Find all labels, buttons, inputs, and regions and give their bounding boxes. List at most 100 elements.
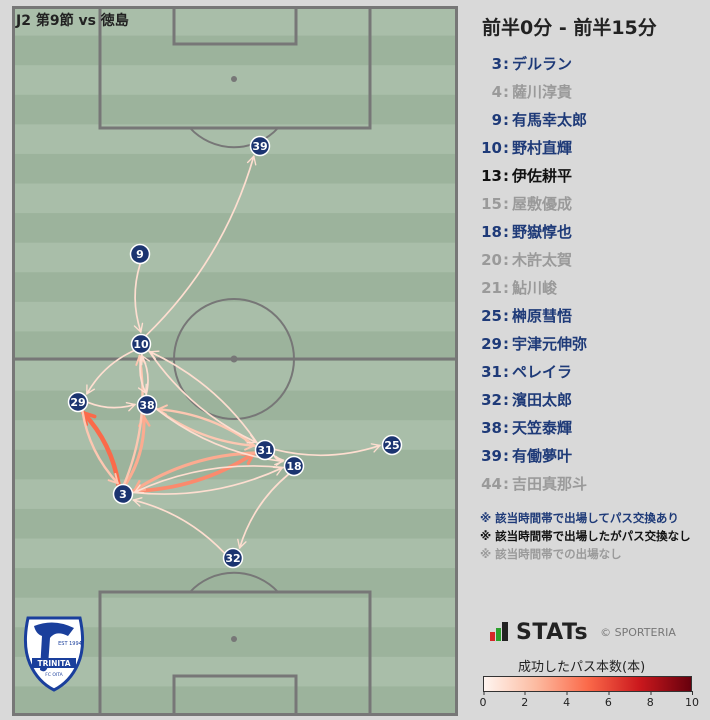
player-node[interactable]: 3	[112, 483, 134, 505]
pass-arrowhead	[370, 443, 381, 453]
pass-arrow	[132, 499, 226, 554]
bottom-goal-box	[172, 674, 298, 716]
player-name: 木許太賀	[512, 251, 573, 269]
pass-arrow	[122, 354, 144, 486]
roster-row: 32: 濱田太郎	[470, 386, 710, 414]
player-number: 21	[481, 279, 502, 297]
pass-arrow	[132, 467, 284, 495]
roster-row: 9: 有馬幸太郎	[470, 106, 710, 134]
player-number: 9	[491, 111, 502, 129]
pitch-stripe	[12, 301, 458, 332]
pass-arrowhead	[132, 497, 143, 507]
legend-tick-label: 10	[685, 696, 699, 709]
pass-arrow	[274, 444, 381, 457]
pass-arrow	[124, 415, 146, 486]
pitch-stripe	[12, 686, 458, 716]
bottom-penalty-box	[98, 590, 372, 716]
pitch-map: 39 9 10 29 38 31 25 18 3 32 EST 1994 TRINITA FC OITA	[12, 6, 458, 716]
copyright: © SPORTERIA	[600, 625, 676, 639]
player-node-label: 38	[139, 399, 154, 412]
pitch-stripe	[12, 627, 458, 658]
player-number: 31	[481, 363, 502, 381]
roster-row: 21: 鮎川峻	[470, 274, 710, 302]
note-none: ※ 該当時間帯での出場なし	[480, 547, 622, 561]
bottom-penalty-spot	[231, 636, 237, 642]
player-node[interactable]: 31	[254, 439, 276, 461]
center-circle	[173, 298, 295, 420]
roster-row: 13: 伊佐耕平	[470, 162, 710, 190]
separator: :	[503, 55, 509, 73]
legend-color-bar	[483, 676, 692, 692]
pass-arrow	[132, 451, 257, 492]
pass-arrow	[87, 401, 136, 409]
player-name: 天笠泰輝	[512, 419, 573, 437]
player-name: ペレイラ	[512, 363, 573, 381]
separator: :	[503, 391, 509, 409]
player-number: 32	[481, 391, 502, 409]
player-node-label: 9	[136, 248, 144, 261]
player-node-label: 29	[70, 396, 85, 409]
top-penalty-box	[98, 6, 372, 130]
pass-arrow	[139, 353, 147, 394]
player-number: 10	[481, 139, 502, 157]
pitch-stripe	[12, 272, 458, 303]
player-node[interactable]: 39	[249, 135, 271, 157]
pass-arrow	[145, 155, 255, 337]
legend-tick: 2	[521, 691, 528, 709]
pitch-stripe	[12, 361, 458, 392]
player-node-circle	[130, 333, 152, 355]
crest-est-text: EST 1994	[58, 641, 82, 647]
pass-arrow	[85, 349, 135, 395]
player-node[interactable]: 29	[67, 391, 89, 413]
player-number: 20	[481, 251, 502, 269]
note-played: ※ 該当時間帯で出場してパス交換あり	[480, 511, 679, 525]
legend-tick-label: 0	[479, 696, 487, 709]
stats-logo-icon	[490, 622, 508, 641]
player-number: 29	[481, 335, 502, 353]
legend-tick-label: 6	[604, 696, 612, 709]
player-name: 鮎川峻	[512, 279, 558, 297]
player-node[interactable]: 25	[381, 434, 403, 456]
player-number: 25	[481, 307, 502, 325]
separator: :	[503, 279, 509, 297]
crest-sub-text: FC OITA	[45, 672, 63, 678]
player-node[interactable]: 32	[222, 547, 244, 569]
player-roster: 3: デルラン 4: 薩川淳貴 9: 有馬幸太郎 10: 野村直輝 13: 伊佐耕平 15: 屋敷優成…	[470, 50, 710, 498]
player-node-circle	[129, 243, 151, 265]
separator: :	[503, 251, 509, 269]
legend-tick: 6	[604, 691, 612, 709]
player-node-label: 32	[225, 552, 240, 565]
pass-arrowhead	[237, 538, 247, 549]
pass-arrow	[141, 355, 149, 396]
pass-arrowhead	[274, 455, 284, 466]
center-spot	[230, 355, 238, 363]
player-node[interactable]: 38	[136, 394, 158, 416]
player-node-label: 10	[133, 338, 149, 351]
time-range-title: 前半0分 - 前半15分	[482, 17, 657, 39]
separator: :	[503, 111, 509, 129]
separator: :	[503, 83, 509, 101]
player-node-circle	[67, 391, 89, 413]
separator: :	[503, 307, 509, 325]
pass-arrow	[238, 473, 290, 549]
player-node-circle	[254, 439, 276, 461]
player-node-circle	[112, 483, 134, 505]
player-number: 38	[481, 419, 502, 437]
pass-arrowhead	[157, 404, 168, 416]
pass-arrow	[157, 408, 257, 448]
legend-title: 成功したパス本数(本)	[518, 660, 646, 675]
player-node[interactable]: 9	[129, 243, 151, 265]
player-name: 伊佐耕平	[512, 167, 573, 185]
pitch-stripe	[12, 479, 458, 510]
player-name: 有馬幸太郎	[512, 111, 588, 129]
pass-arrow	[149, 350, 259, 445]
player-name: 濱田太郎	[512, 391, 573, 409]
pass-arrow	[134, 263, 142, 333]
pass-arrowhead	[125, 401, 136, 412]
player-node[interactable]: 10	[130, 333, 152, 355]
roster-row: 38: 天笠泰輝	[470, 414, 710, 442]
player-node-circle	[136, 394, 158, 416]
player-node[interactable]: 18	[283, 455, 305, 477]
roster-row: 3: デルラン	[470, 50, 710, 78]
legend-ticks: 0 2 4 6 8 10	[479, 691, 699, 712]
